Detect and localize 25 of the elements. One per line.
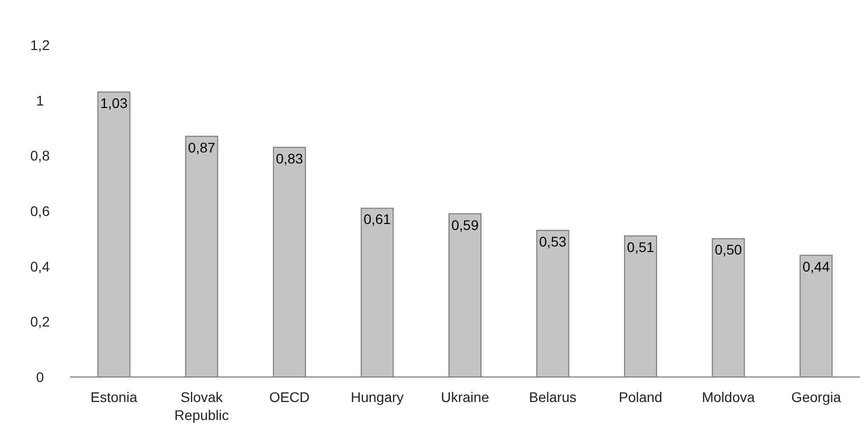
data-label: 0,53 (539, 233, 567, 250)
x-tick-label: Ukraine (440, 389, 490, 405)
x-tick-label: Hungary (350, 389, 404, 405)
x-tick-label: Slovak Republic (174, 389, 229, 423)
data-label: 0,44 (802, 258, 830, 274)
x-tick-label: Georgia (791, 389, 842, 405)
y-tick-label: 0 (36, 369, 44, 385)
y-tick-label: 0,4 (30, 258, 50, 274)
y-tick-label: 1,2 (30, 37, 50, 53)
x-tick-label: Moldova (702, 389, 756, 405)
data-label: 0,61 (364, 211, 392, 228)
y-tick-label: 1 (36, 92, 44, 108)
data-label: 0,59 (451, 216, 479, 233)
data-label: 0,51 (626, 238, 654, 255)
x-tick-label: Belarus (529, 389, 577, 405)
y-tick-label: 0,2 (30, 314, 50, 330)
data-label: 0,83 (276, 150, 304, 166)
x-tick-label: OECD (269, 389, 310, 405)
data-label: 1,03 (100, 95, 128, 112)
data-label: 0,87 (188, 139, 216, 156)
data-label: 0,50 (714, 242, 742, 258)
x-tick-label: Poland (618, 389, 662, 405)
x-tick-label: Estonia (90, 389, 138, 405)
y-tick-label: 0,6 (30, 203, 50, 219)
y-tick-label: 0,8 (30, 148, 50, 164)
